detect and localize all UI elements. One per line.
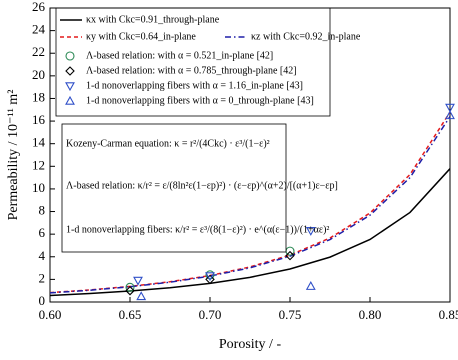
data-point <box>125 282 135 292</box>
y-tick-label: 6 <box>39 225 46 240</box>
axes-frame <box>49 7 451 303</box>
data-line <box>49 116 451 294</box>
x-tick-label: 0.60 <box>39 307 62 322</box>
data-point <box>305 227 316 236</box>
y-tick-label: 4 <box>39 248 46 263</box>
legend-label: κz with Ckc=0.92_in-plane <box>251 31 361 42</box>
y-axis-label: Permeability / 10⁻¹¹ m² <box>6 90 21 221</box>
y-tick-label: 18 <box>32 89 45 104</box>
y-tick-label: 2 <box>39 270 46 285</box>
equation: Kozeny-Carman equation: κ = r²/(4Ckc) · … <box>66 138 270 149</box>
x-tick-label: 0.75 <box>279 307 302 322</box>
y-tick-label: 8 <box>39 203 46 218</box>
equation-box <box>61 123 287 253</box>
x-tick-label: 0.65 <box>119 307 142 322</box>
legend-label: Λ-based relation: with α = 0.785_through… <box>86 65 297 76</box>
legend-label: κy with Ckc=0.64_in-plane <box>86 31 196 42</box>
y-tick-label: 26 <box>32 0 46 14</box>
x-axis-label: Porosity / - <box>219 337 282 352</box>
legend-label: 1-d nonoverlapping fibers with α = 0_thr… <box>86 95 314 106</box>
data-point <box>445 110 455 120</box>
y-tick-label: 22 <box>32 44 45 59</box>
data-line <box>49 168 451 297</box>
data-point <box>136 291 147 301</box>
y-tick-label: 14 <box>32 135 46 150</box>
y-tick-label: 16 <box>32 112 46 127</box>
data-point <box>285 250 295 261</box>
data-point <box>305 281 316 290</box>
x-tick-label: 0.80 <box>359 307 382 322</box>
legend-label: κx with Ckc=0.91_through-plane <box>86 14 220 25</box>
legend-symbol <box>65 95 75 105</box>
data-point <box>205 272 215 282</box>
x-tick-label: 0.70 <box>199 307 222 322</box>
y-tick-label: 0 <box>39 293 46 308</box>
data-point <box>445 103 455 113</box>
legend-symbol <box>65 66 75 76</box>
legend-symbol <box>65 51 75 61</box>
plot-area: 0.600.650.700.750.800.850246810121416182… <box>32 0 458 322</box>
y-tick-label: 10 <box>32 180 45 195</box>
legend-label: Λ-based relation: with α = 0.521_in-plan… <box>86 50 273 61</box>
y-tick-label: 20 <box>32 67 45 82</box>
legend-symbol <box>65 82 75 92</box>
equation: Λ-based relation: κ/r² = ε/(8ln²ε(1−εp)²… <box>66 180 338 191</box>
x-tick-label: 0.85 <box>439 307 458 322</box>
legend-label: 1-d nonoverlapping fibers with α = 1.16_… <box>86 80 303 91</box>
data-point <box>125 285 135 296</box>
y-tick-label: 24 <box>32 22 46 37</box>
data-point <box>133 276 143 286</box>
data-point <box>205 274 215 285</box>
equation: 1-d nonoverlapping fibers: κ/r² = ε³/(8(… <box>66 224 329 235</box>
legend-box <box>55 7 331 117</box>
y-tick-label: 12 <box>32 157 45 172</box>
data-line <box>49 111 451 294</box>
